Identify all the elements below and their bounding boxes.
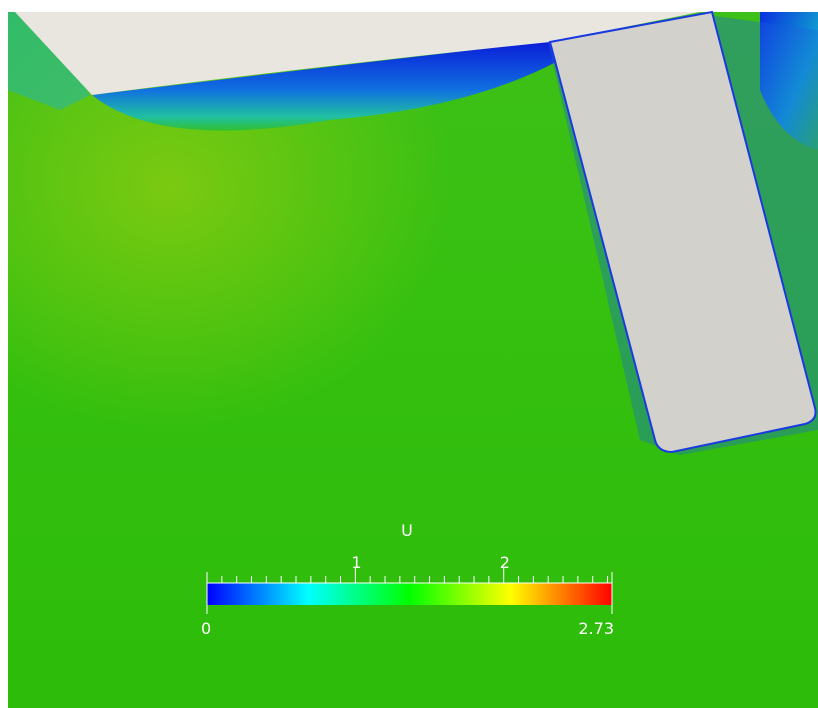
hull — [15, 12, 700, 95]
colorbar-title: U — [401, 521, 413, 540]
blade — [548, 10, 817, 454]
body-wake — [92, 40, 560, 131]
colorbar-gradient — [207, 583, 612, 605]
range-label: 2.73 — [578, 619, 614, 638]
range-label: 0 — [201, 619, 211, 638]
right-wake — [760, 12, 818, 150]
colorbar: U 1 2 0 2.73 — [201, 521, 614, 638]
tick-label: 2 — [500, 553, 510, 572]
tick-label: 1 — [351, 553, 361, 572]
left-wake — [8, 12, 90, 110]
